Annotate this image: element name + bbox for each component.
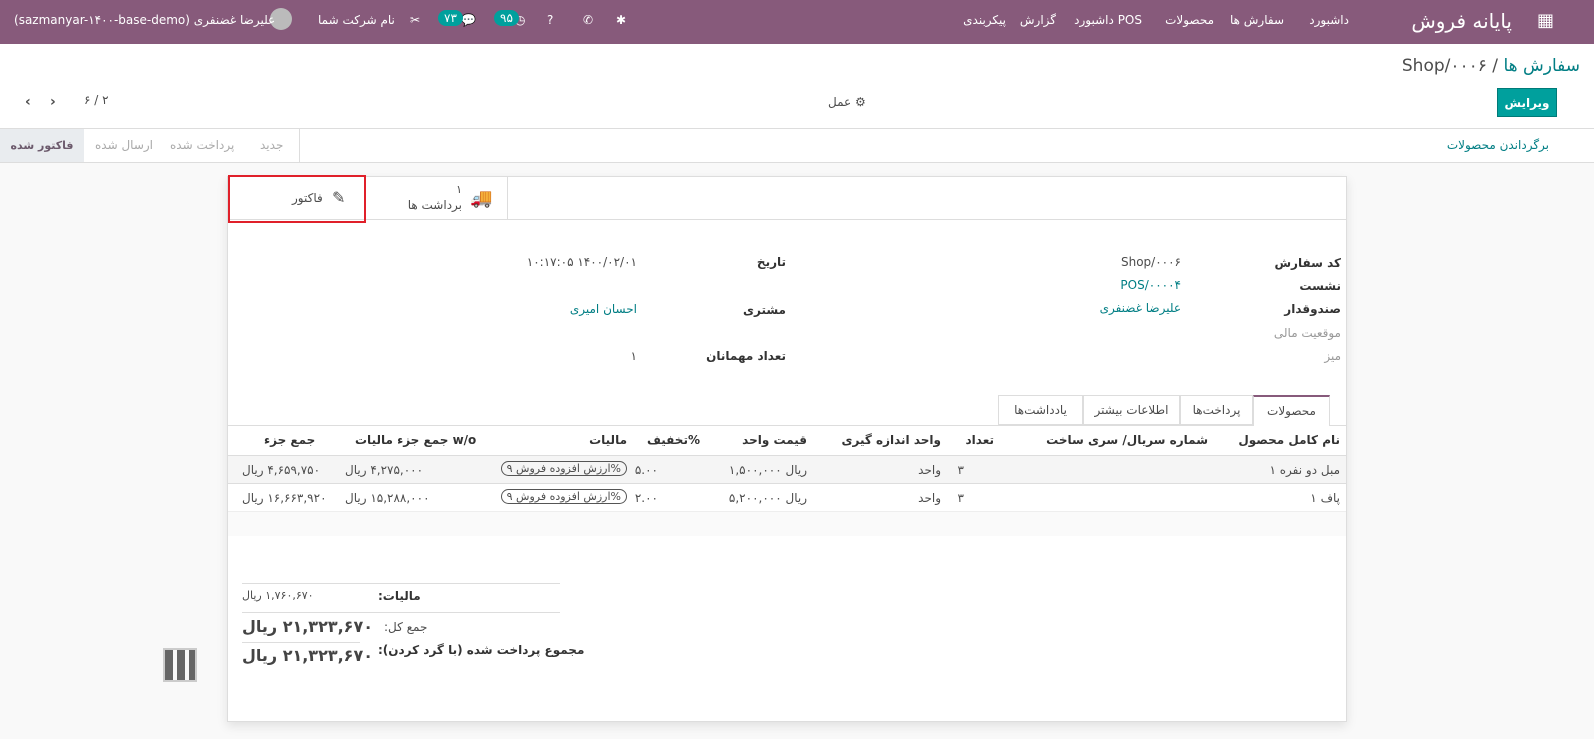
pickings-label: برداشت ها [407, 198, 462, 212]
col-lot[interactable]: شماره سریال/ سری ساخت [1046, 433, 1208, 447]
watermark-logo-icon [163, 648, 197, 682]
menu-orders[interactable]: سفارش ها [1229, 13, 1284, 27]
cell-product: پاف ۱ [1310, 491, 1340, 505]
apps-menu-icon[interactable]: ▦ [1536, 10, 1554, 31]
cashier-label: صندوقدار [1284, 302, 1341, 316]
edit-button[interactable]: ویرایش [1497, 88, 1557, 117]
breadcrumb-current: Shop/۰۰۰۶ [1401, 56, 1487, 76]
paid-total-label: مجموع پرداخت شده (با گرد کردن): [378, 643, 585, 657]
cell-subtotal: ۴,۶۵۹,۷۵۰ ریال [242, 463, 321, 477]
menu-pos-dashboard[interactable]: داشبورد POS [1074, 13, 1142, 27]
cell-tax-tag: ارزش افزوده فروش ۹% [500, 461, 627, 476]
stage-new: جدید [260, 138, 284, 152]
gear-icon: ⚙ [855, 95, 866, 109]
col-subtotal[interactable]: جمع جزء [264, 433, 316, 447]
stage-invoiced: فاکتور شده [0, 129, 84, 162]
menu-reporting[interactable]: گزارش [1019, 13, 1056, 27]
activity-clock-icon[interactable]: ◷ [515, 13, 526, 27]
tab-notes[interactable]: یادداشت‌ها [998, 395, 1083, 425]
tab-extra-info[interactable]: اطلاعات بیشتر [1083, 395, 1180, 425]
cell-price: ۱,۵۰۰,۰۰۰ ریال [728, 463, 807, 477]
menu-products[interactable]: محصولات [1165, 13, 1214, 27]
user-avatar[interactable] [270, 8, 292, 30]
cell-uom: واحد [918, 463, 941, 477]
col-discount[interactable]: تخفیف% [646, 433, 700, 447]
cell-subtotal-wo: ۴,۲۷۵,۰۰۰ ریال [345, 463, 424, 477]
customer-label: مشتری [742, 303, 786, 317]
col-qty[interactable]: تعداد [965, 433, 994, 447]
session-link[interactable]: POS/۰۰۰۰۴ [1120, 278, 1181, 292]
breadcrumb-orders[interactable]: سفارش ها [1503, 56, 1580, 76]
date-label: تاریخ [756, 255, 786, 269]
status-bar: برگرداندن محصولات جدید پرداخت شده ارسال … [0, 128, 1594, 163]
phone-icon[interactable]: ✆ [583, 13, 594, 27]
guests-label: تعداد مهمانان [706, 349, 786, 363]
cell-discount: ۲.۰۰ [634, 491, 658, 505]
debug-bug-icon[interactable]: ✱ [616, 13, 627, 27]
app-title: پایانه فروش [1411, 9, 1512, 33]
guests-value: ۱ [630, 349, 637, 363]
user-menu[interactable]: علیرضا غضنفری (sazmanyar-۱۴۰۰-base-demo) [14, 13, 276, 27]
date-value: ۱۰:۱۷:۰۵ ۱۴۰۰/۰۲/۰۱ [526, 255, 637, 269]
messages-icon[interactable]: 💬 [461, 13, 476, 27]
col-product[interactable]: نام کامل محصول [1238, 433, 1340, 447]
col-uom[interactable]: واحد اندازه گیری [841, 433, 941, 447]
cell-product: مبل دو نفره ۱ [1269, 463, 1341, 477]
breadcrumb: سفارش ها / Shop/۰۰۰۶ [1401, 56, 1580, 76]
control-panel: سفارش ها / Shop/۰۰۰۶ ویرایش ⚙ عمل ۶ / ۲ … [0, 44, 1594, 128]
invoice-smart-button[interactable]: ✎ فاکتور [228, 175, 366, 223]
col-price[interactable]: قیمت واحد [742, 433, 807, 447]
total-tax-label: مالیات: [378, 589, 421, 603]
col-tax[interactable]: مالیات [589, 433, 627, 447]
edit-pencil-icon: ✎ [332, 188, 346, 207]
cell-qty: ۳ [957, 491, 964, 505]
return-products-button[interactable]: برگرداندن محصولات [1446, 138, 1549, 152]
activity-badge[interactable]: ۹۵ [494, 10, 519, 26]
table-label: میز [1324, 349, 1341, 363]
invoice-label: فاکتور [292, 191, 323, 205]
stage-posted: ارسال شده [95, 138, 154, 152]
cell-uom: واحد [918, 491, 941, 505]
grand-total-label: جمع کل: [384, 620, 428, 634]
tab-products[interactable]: محصولات [1253, 395, 1330, 426]
paid-total-value: ۲۱,۳۲۳,۶۷۰ ریال [242, 646, 373, 665]
order-ref-label: کد سفارش [1274, 256, 1342, 270]
pager-previous-button[interactable]: ‹ [25, 94, 31, 110]
pickings-count: ۱ [456, 183, 462, 196]
cell-tax-tag: ارزش افزوده فروش ۹% [500, 489, 627, 504]
grand-total-value: ۲۱,۳۲۳,۶۷۰ ریال [242, 617, 373, 636]
customer-link[interactable]: احسان امیری [569, 302, 637, 316]
order-ref-value: Shop/۰۰۰۶ [1120, 255, 1181, 269]
action-dropdown[interactable]: ⚙ عمل [828, 95, 866, 109]
total-tax-value: ۱,۷۶۰,۶۷۰ ریال [242, 589, 314, 602]
company-switcher[interactable]: نام شرکت شما [318, 13, 395, 27]
menu-dashboard[interactable]: داشبورد [1309, 13, 1349, 27]
form-sheet: 🚚 ۱ برداشت ها ✎ فاکتور کد سفارش Shop/۰۰۰… [227, 175, 1347, 722]
pickings-smart-button[interactable]: 🚚 ۱ برداشت ها [365, 177, 508, 220]
pager-value: ۶ / ۲ [84, 93, 109, 107]
session-label: نشست [1299, 279, 1341, 293]
cell-subtotal: ۱۶,۶۶۳,۹۲۰ ریال [242, 491, 327, 505]
table-row[interactable]: پاف ۱ ۳ واحد ۵,۲۰۰,۰۰۰ ریال ۲.۰۰ ارزش اف… [228, 484, 1346, 512]
cell-price: ۵,۲۰۰,۰۰۰ ریال [728, 491, 807, 505]
messages-badge[interactable]: ۷۳ [438, 10, 463, 26]
top-navbar: ▦ پایانه فروش داشبورد سفارش ها محصولات د… [0, 0, 1594, 44]
table-row[interactable]: مبل دو نفره ۱ ۳ واحد ۱,۵۰۰,۰۰۰ ریال ۵.۰۰… [228, 456, 1346, 484]
pager-next-button[interactable]: › [50, 94, 56, 110]
tab-payments[interactable]: پرداخت‌ها [1180, 395, 1253, 425]
cell-qty: ۳ [957, 463, 964, 477]
menu-configuration[interactable]: پیکربندی [963, 13, 1006, 27]
fiscal-position-label: موقعیت مالی [1273, 326, 1341, 340]
truck-icon: 🚚 [470, 188, 493, 209]
tools-icon[interactable]: ✂ [410, 13, 421, 27]
col-subtotal-wo-tax[interactable]: جمع جزء مالیات w/o [355, 433, 477, 447]
cell-subtotal-wo: ۱۵,۲۸۸,۰۰۰ ریال [345, 491, 430, 505]
help-icon[interactable]: ? [547, 13, 554, 27]
cashier-link[interactable]: علیرضا غضنفری [1099, 301, 1181, 315]
cell-discount: ۵.۰۰ [634, 463, 658, 477]
stage-paid: پرداخت شده [170, 138, 235, 152]
